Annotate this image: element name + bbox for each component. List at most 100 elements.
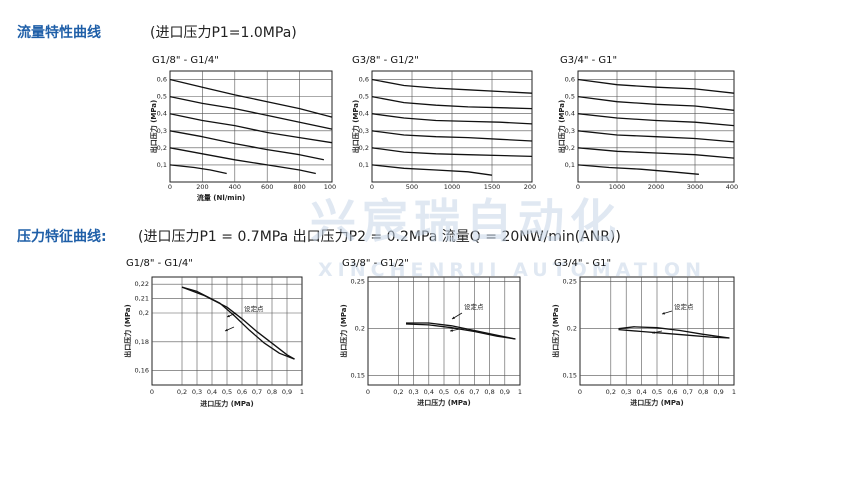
x-tick-label: 0,2 [177, 388, 187, 396]
series-line-2 [371, 95, 533, 110]
x-tick-label: 1 [732, 388, 736, 396]
y-tick-label: 0,2 [355, 325, 365, 333]
series-line-2 [618, 326, 730, 339]
x-tick-label: 0,7 [683, 388, 693, 396]
series-line-5 [371, 147, 533, 158]
x-tick-label: 1 [518, 388, 522, 396]
x-tick-label: 500 [406, 183, 418, 191]
y-axis-label: 出口压力 (MPa) [558, 100, 566, 153]
arrow-head [227, 314, 230, 318]
y-tick-label: 0,6 [157, 76, 167, 84]
y-tick-label: 0,3 [359, 127, 369, 135]
x-tick-label: 0 [366, 388, 370, 396]
x-axis-label: 进口压力 (MPa) [417, 398, 470, 407]
arrow-head [652, 331, 655, 334]
pressure-heading: 压力特征曲线: [17, 229, 107, 245]
y-tick-label: 0,5 [157, 93, 167, 101]
y-tick-label: 0,2 [157, 144, 167, 152]
y-tick-label: 0,15 [351, 372, 365, 380]
series-line-4 [577, 130, 735, 143]
x-tick-label: 0,5 [222, 388, 232, 396]
y-tick-label: 0,1 [157, 161, 167, 169]
x-tick-label: 0,5 [439, 388, 449, 396]
flow-chart-g38-g12: 0 500 1000 1500 2000 0,1 0,2 0,3 0,4 0,5 0,6 出口压力 (… [351, 70, 536, 191]
y-tick-label: 0,3 [157, 127, 167, 135]
x-tick-label: 0,9 [500, 388, 510, 396]
x-tick-label: 0,4 [424, 388, 434, 396]
x-tick-label: 0,4 [207, 388, 217, 396]
x-tick-label: 0,9 [282, 388, 292, 396]
series-line-2 [406, 322, 516, 340]
series-line-5 [169, 147, 316, 175]
set-point-annotation: 设定点 [244, 304, 264, 313]
series-line-1 [169, 78, 333, 118]
x-tick-label: 1000 [324, 183, 336, 191]
x-tick-label: 0,8 [267, 388, 277, 396]
x-tick-label: 0,2 [606, 388, 616, 396]
x-tick-label: 0 [150, 388, 154, 396]
x-tick-label: 800 [293, 183, 305, 191]
x-tick-label: 0,6 [237, 388, 247, 396]
flow-condition: (进口压力P1=1.0MPa) [150, 25, 297, 41]
y-tick-label: 0,2 [139, 309, 149, 317]
x-tick-label: 0,3 [192, 388, 202, 396]
y-tick-label: 0,16 [135, 367, 149, 375]
arrow-head [452, 316, 455, 319]
x-tick-label: 0,4 [636, 388, 646, 396]
arrow-head [225, 328, 228, 332]
x-tick-label: 0,2 [393, 388, 403, 396]
x-tick-label: 0 [578, 388, 582, 396]
series-line-6 [577, 164, 699, 175]
series-line-1 [577, 78, 735, 94]
y-tick-label: 0,4 [157, 110, 167, 118]
x-tick-label: 600 [261, 183, 273, 191]
series-line-3 [577, 113, 735, 127]
series-line-2 [577, 95, 735, 111]
chart4-title: G1/8" - G1/4" [126, 258, 193, 269]
y-tick-label: 0,6 [359, 76, 369, 84]
series-line-4 [169, 130, 325, 161]
x-tick-label: 200 [196, 183, 208, 191]
plot-frame [169, 70, 333, 183]
flow-chart-g18-g14: 0 200 400 600 800 1000 0,1 0,2 0,3 0,4 0,5 0,6 流量 (N… [150, 70, 336, 202]
y-tick-label: 0,15 [563, 372, 577, 380]
x-axis-label: 进口压力 (MPa) [630, 398, 683, 407]
y-tick-label: 0,2 [565, 144, 575, 152]
series-line-1 [371, 78, 533, 94]
x-tick-label: 1000 [444, 183, 461, 191]
x-tick-label: 2000 [648, 183, 665, 191]
x-tick-label: 0,8 [698, 388, 708, 396]
x-tick-label: 1 [300, 388, 304, 396]
series-line-3 [371, 113, 533, 125]
series-line-2 [181, 286, 295, 360]
x-tick-label: 0,5 [652, 388, 662, 396]
x-tick-label: 0,3 [621, 388, 631, 396]
series-line-4 [371, 130, 533, 142]
set-point-annotation: 设定点 [674, 302, 694, 311]
chart5-title: G3/8" - G1/2" [342, 258, 409, 269]
y-tick-label: 0,1 [359, 161, 369, 169]
y-axis-label: 出口压力 (MPa) [150, 100, 158, 153]
series-line-5 [577, 147, 735, 159]
x-tick-label: 400 [229, 183, 241, 191]
x-tick-label: 1500 [484, 183, 501, 191]
series-line-6 [169, 164, 227, 175]
x-tick-label: 1000 [609, 183, 626, 191]
y-tick-label: 0,4 [359, 110, 369, 118]
series-line-6 [371, 164, 493, 176]
x-tick-label: 0,3 [408, 388, 418, 396]
y-tick-label: 0,5 [359, 93, 369, 101]
y-tick-label: 0,2 [567, 325, 577, 333]
x-tick-label: 0,7 [469, 388, 479, 396]
arrow-head [662, 312, 665, 315]
y-tick-label: 0,18 [135, 338, 149, 346]
chart6-title: G3/4" - G1" [554, 258, 612, 269]
watermark-cn: 兴宸瑞自动化 [310, 194, 622, 248]
x-tick-label: 3000 [687, 183, 704, 191]
y-axis-label: 出口压力 (MPa) [124, 304, 132, 357]
series-line-3 [169, 113, 333, 144]
pressure-condition: (进口压力P1 = 0.7MPa 出口压力P2 = 0.2MPa 流量Q = 2… [138, 229, 621, 245]
x-tick-label: 0 [370, 183, 374, 191]
x-axis-label: 进口压力 (MPa) [200, 399, 253, 408]
